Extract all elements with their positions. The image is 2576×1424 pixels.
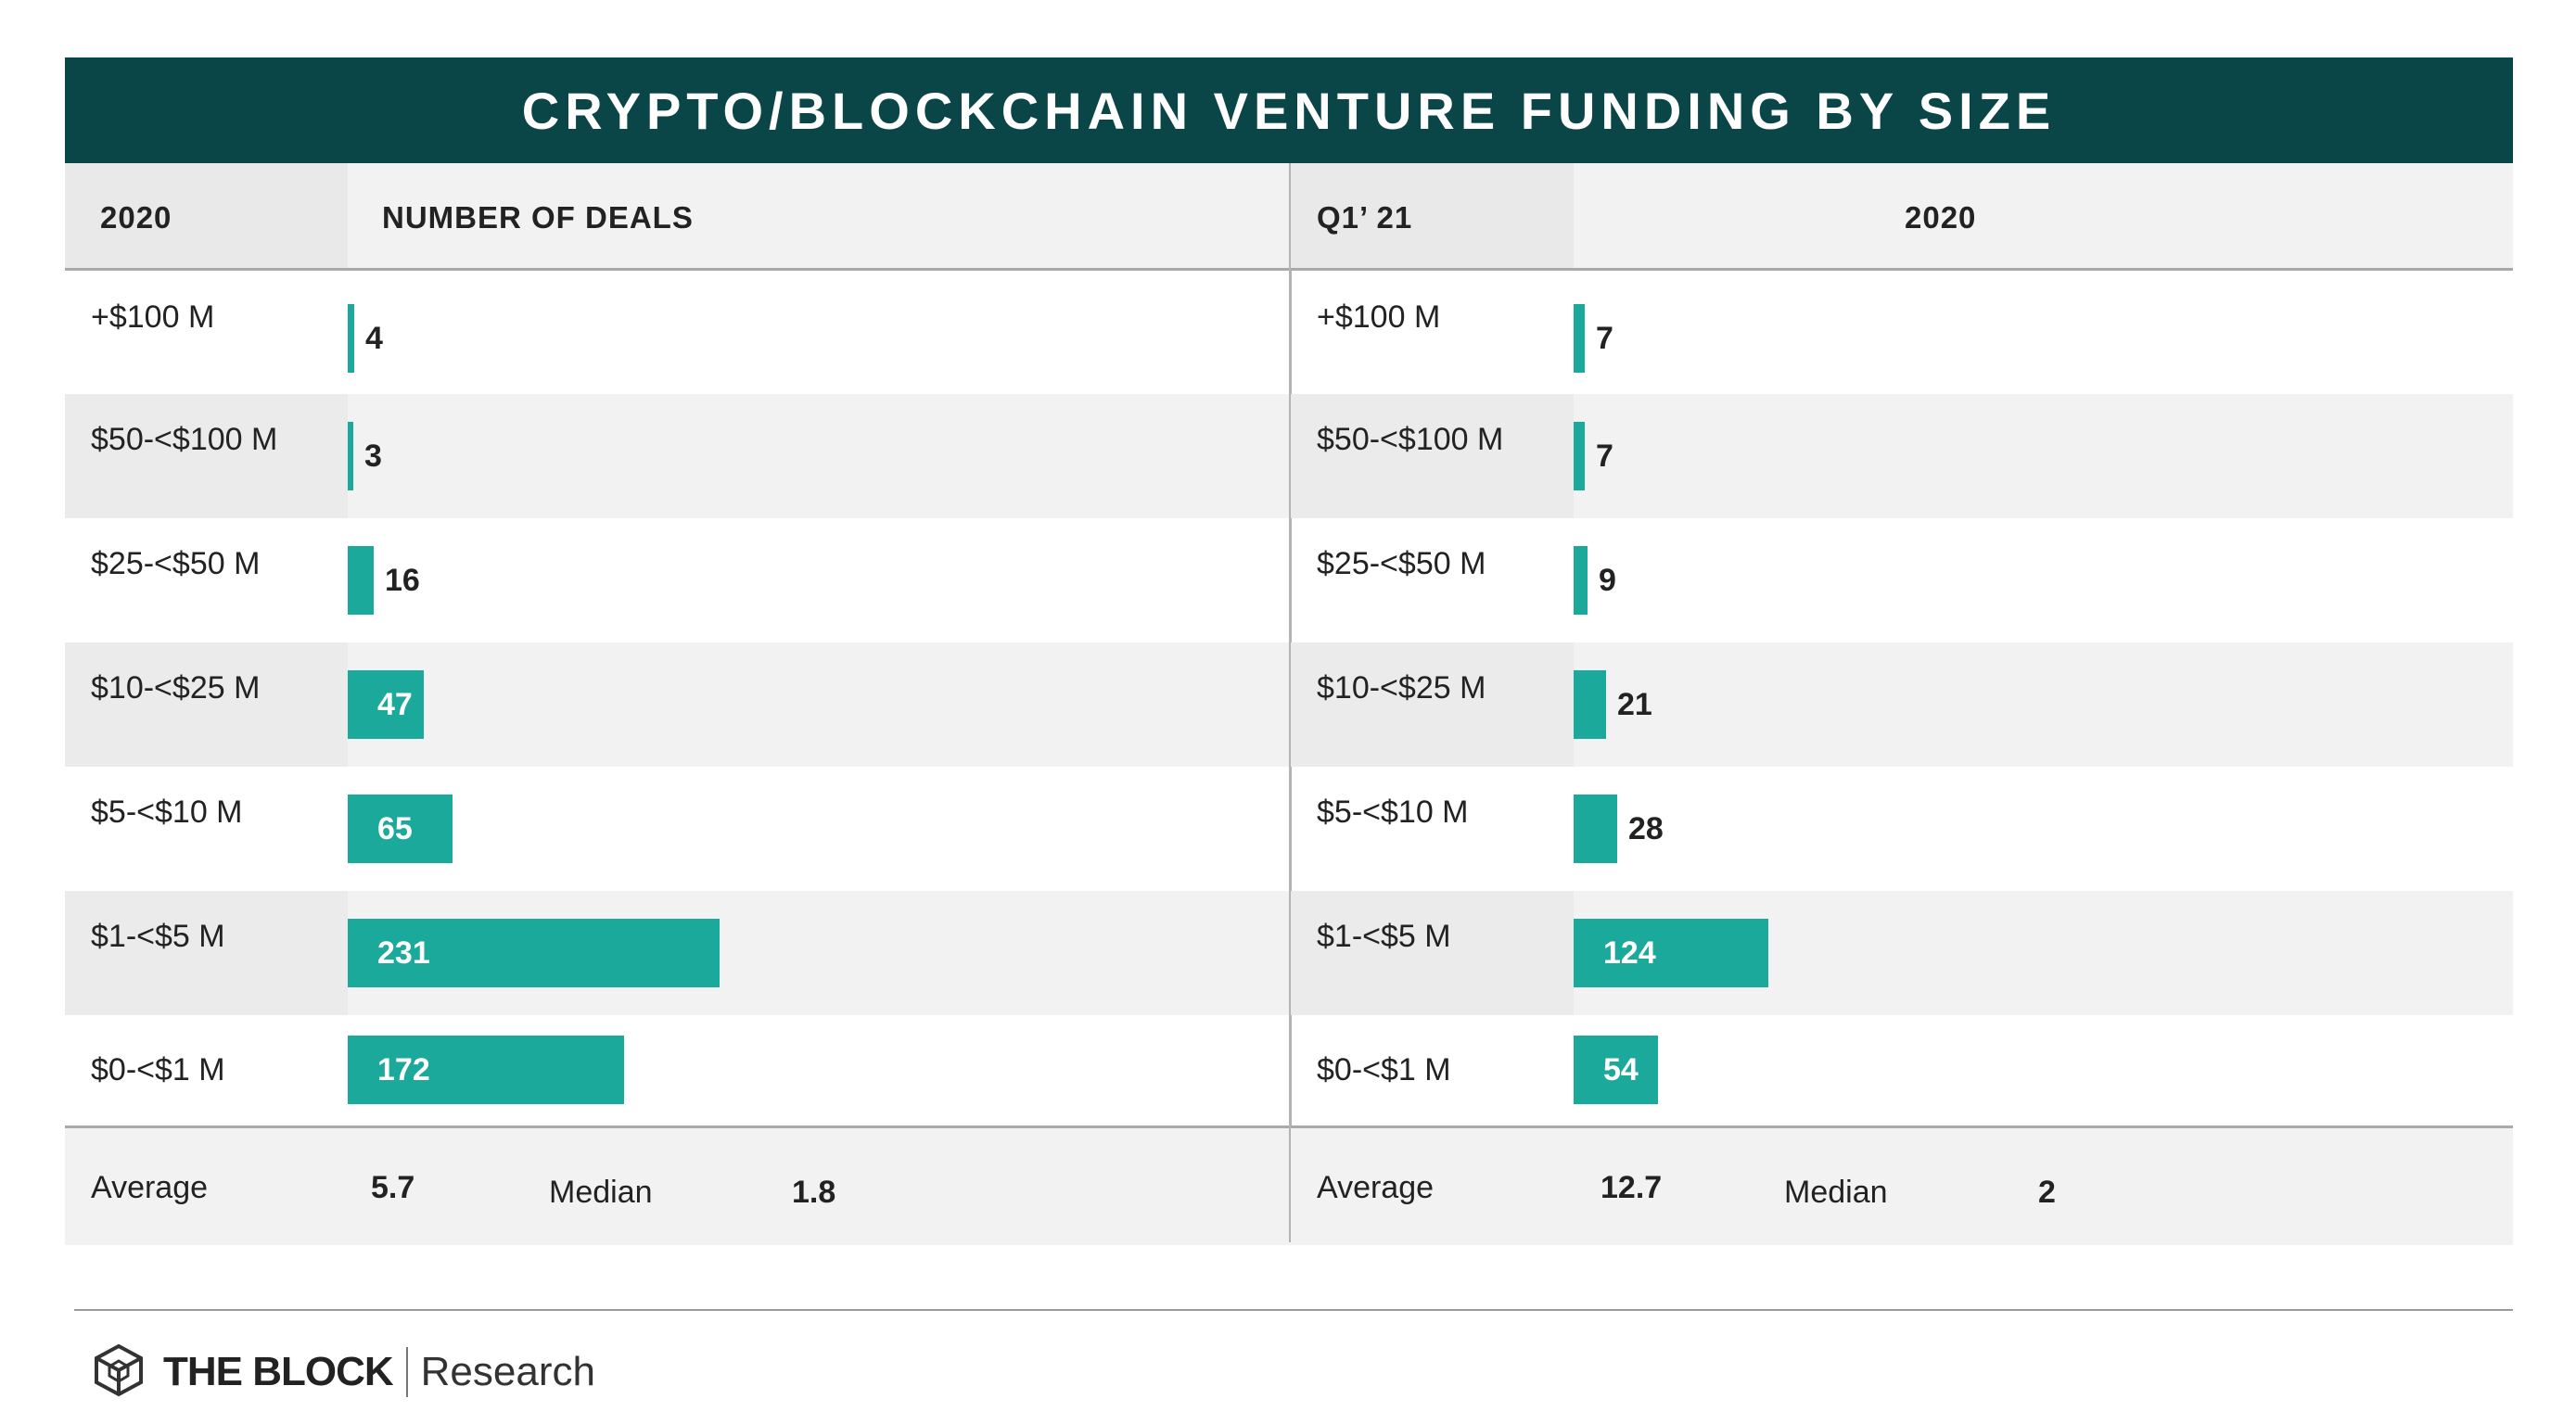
left-row: $0-<$1 M 172 xyxy=(65,1015,1291,1125)
left-bar xyxy=(348,919,720,987)
left-bar xyxy=(348,422,353,490)
left-category-label: $10-<$25 M xyxy=(91,670,261,706)
right-category-label: $5-<$10 M xyxy=(1317,795,1469,830)
left-category-label: $1-<$5 M xyxy=(91,919,225,954)
brand-sub: Research xyxy=(420,1349,595,1394)
left-row: $10-<$25 M 47 xyxy=(65,642,1291,767)
right-category-cell xyxy=(1291,642,1574,767)
right-row: $5-<$10 M 28 xyxy=(1291,767,2513,891)
right-header-values: 2020 xyxy=(1905,200,1977,235)
panel-divider xyxy=(1289,163,1292,1242)
right-header-category-cell xyxy=(1291,163,1574,268)
left-value-label: 4 xyxy=(365,321,383,356)
left-value-label: 3 xyxy=(364,439,382,474)
left-bar xyxy=(348,670,424,739)
left-row: $50-<$100 M 3 xyxy=(65,394,1291,518)
right-category-label: $25-<$50 M xyxy=(1317,546,1486,581)
left-panel: 2020 NUMBER OF DEALS +$100 M 4 $50-<$100 M… xyxy=(65,163,1291,1245)
right-row: $0-<$1 M 54 xyxy=(1291,1015,2513,1125)
left-category-label: +$100 M xyxy=(91,299,215,335)
left-value-label: 47 xyxy=(377,687,413,722)
left-category-cell xyxy=(65,394,348,518)
left-value-label: 65 xyxy=(377,811,413,846)
left-value-label: 172 xyxy=(377,1052,430,1087)
right-average-value: 12.7 xyxy=(1600,1170,1663,1205)
right-row: $10-<$25 M 21 xyxy=(1291,642,2513,767)
right-bar xyxy=(1574,422,1585,490)
right-median-value: 2 xyxy=(2038,1175,2056,1210)
left-average-value: 5.7 xyxy=(371,1170,415,1205)
left-bar xyxy=(348,795,453,863)
left-bar xyxy=(348,304,354,373)
right-header: Q1’ 21 2020 xyxy=(1291,163,2513,271)
right-value-label: 54 xyxy=(1603,1052,1639,1087)
right-value-label: 21 xyxy=(1617,687,1652,722)
right-row: $1-<$5 M 124 xyxy=(1291,891,2513,1015)
right-footer: Average 12.7 Median 2 xyxy=(1291,1125,2513,1245)
right-category-label: $0-<$1 M xyxy=(1317,1052,1451,1087)
right-bar xyxy=(1574,670,1606,739)
right-value-label: 9 xyxy=(1599,563,1616,598)
left-value-label: 16 xyxy=(385,563,420,598)
right-panel: Q1’ 21 2020 +$100 M 7 $50-<$100 M 7 $25-<$50… xyxy=(1291,163,2513,1245)
left-header-category: 2020 xyxy=(100,200,172,235)
left-category-label: $5-<$10 M xyxy=(91,795,243,830)
left-category-label: $25-<$50 M xyxy=(91,546,261,581)
right-bar xyxy=(1574,1036,1658,1104)
right-row: $50-<$100 M 7 xyxy=(1291,394,2513,518)
right-value-label: 7 xyxy=(1596,321,1613,356)
right-category-label: +$100 M xyxy=(1317,299,1441,335)
right-bar xyxy=(1574,304,1585,373)
the-block-cube-icon xyxy=(91,1342,147,1403)
right-bar xyxy=(1574,919,1768,987)
left-value-label: 231 xyxy=(377,935,430,971)
left-category-label: $0-<$1 M xyxy=(91,1052,225,1087)
right-category-label: $10-<$25 M xyxy=(1317,670,1486,706)
brand-separator xyxy=(405,1347,408,1397)
right-row: $25-<$50 M 9 xyxy=(1291,518,2513,642)
right-category-label: $1-<$5 M xyxy=(1317,919,1451,954)
right-value-label: 28 xyxy=(1628,811,1664,846)
right-value-label: 7 xyxy=(1596,439,1613,474)
brand: THE BLOCK Research xyxy=(91,1342,595,1402)
left-category-cell xyxy=(65,891,348,1015)
left-category-label: $50-<$100 M xyxy=(91,422,278,457)
right-row: +$100 M 7 xyxy=(1291,272,2513,394)
bottom-rule xyxy=(74,1309,2513,1311)
left-category-cell xyxy=(65,642,348,767)
brand-name: THE BLOCK xyxy=(163,1349,394,1394)
left-row: $25-<$50 M 16 xyxy=(65,518,1291,642)
left-median-value: 1.8 xyxy=(792,1175,836,1210)
left-average-label: Average xyxy=(91,1170,209,1205)
left-header-values: NUMBER OF DEALS xyxy=(382,200,694,235)
right-category-cell xyxy=(1291,394,1574,518)
left-row: $5-<$10 M 65 xyxy=(65,767,1291,891)
left-header-category-cell xyxy=(65,163,348,268)
left-header: 2020 NUMBER OF DEALS xyxy=(65,163,1291,271)
right-median-label: Median xyxy=(1784,1175,1888,1210)
right-category-cell xyxy=(1291,891,1574,1015)
left-bar xyxy=(348,1036,624,1104)
left-row: +$100 M 4 xyxy=(65,272,1291,394)
right-value-label: 124 xyxy=(1603,935,1656,971)
right-bar xyxy=(1574,795,1617,863)
left-row: $1-<$5 M 231 xyxy=(65,891,1291,1015)
right-category-label: $50-<$100 M xyxy=(1317,422,1504,457)
left-median-label: Median xyxy=(549,1175,653,1210)
title-banner: CRYPTO/BLOCKCHAIN VENTURE FUNDING BY SIZ… xyxy=(65,57,2513,163)
chart-title: CRYPTO/BLOCKCHAIN VENTURE FUNDING BY SIZ… xyxy=(521,81,2057,140)
right-bar xyxy=(1574,546,1588,615)
left-bar xyxy=(348,546,374,615)
right-header-category: Q1’ 21 xyxy=(1317,200,1413,235)
right-average-label: Average xyxy=(1317,1170,1435,1205)
left-footer: Average 5.7 Median 1.8 xyxy=(65,1125,1291,1245)
